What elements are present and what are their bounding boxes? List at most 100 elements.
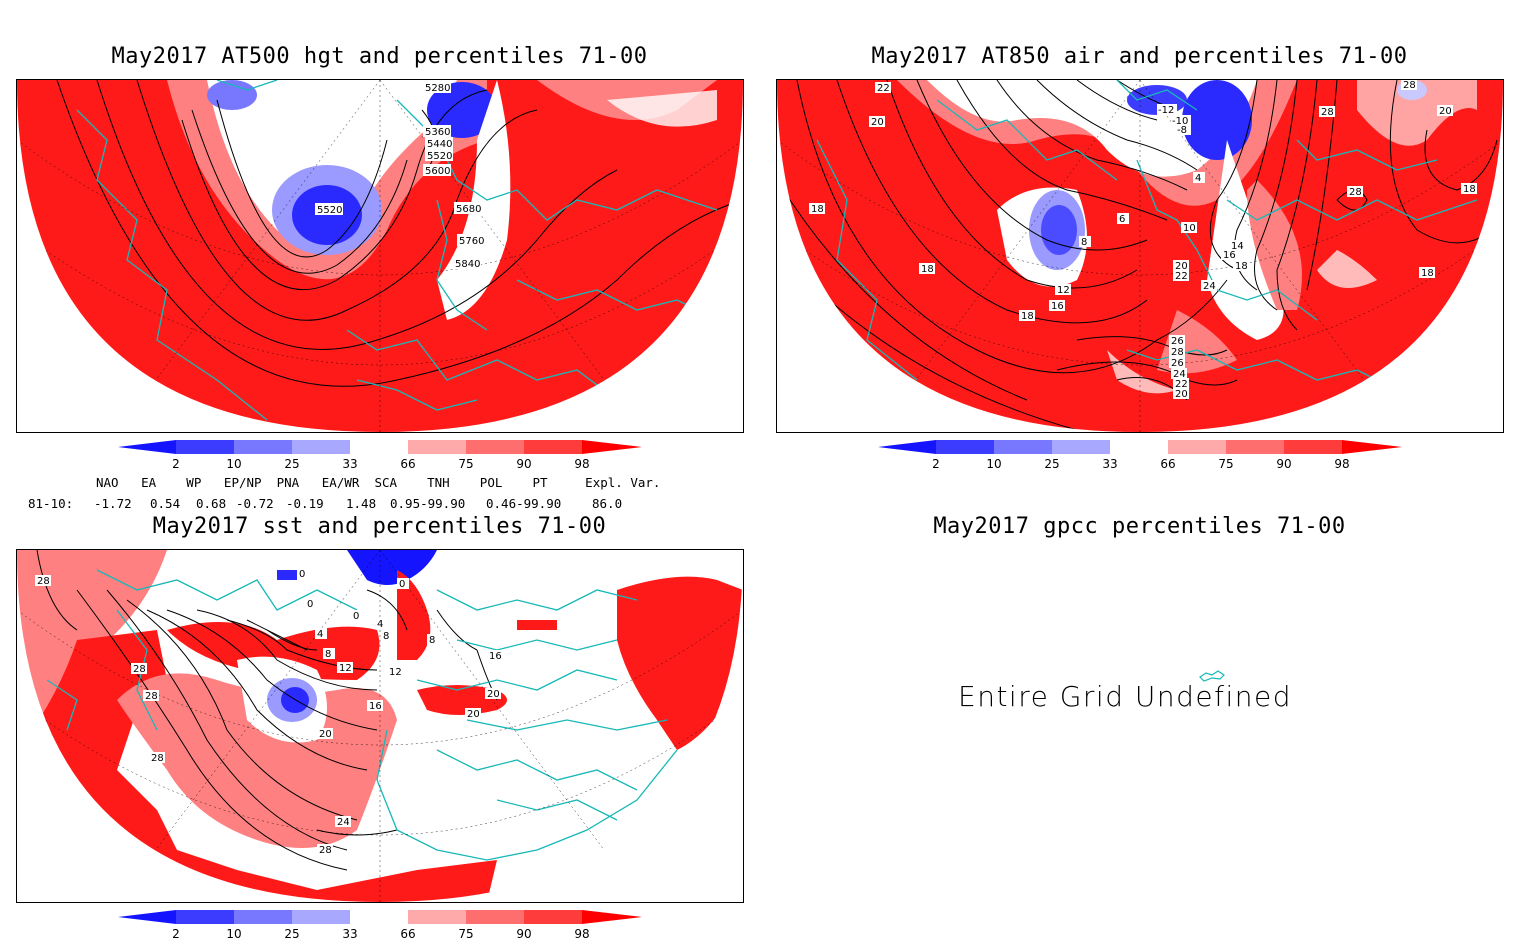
- undefined-grid-message: Entire Grid Undefined: [958, 680, 1293, 713]
- contour-label: 5680: [456, 204, 481, 215]
- panel4-title: May2017 gpcc percentiles 71-00: [933, 514, 1346, 539]
- colorbar-tick: 75: [458, 927, 473, 940]
- contour-label: 6: [1119, 214, 1125, 225]
- contour-label: 4: [317, 629, 323, 640]
- teleconnection-header: NAO EA WP EP/NP PNA EA/WR SCA TNH POL PT…: [96, 475, 661, 490]
- contour-label: 5760: [459, 236, 484, 247]
- expl-var-value: 86.0: [592, 496, 623, 511]
- colorbar-tick: 10: [226, 457, 241, 471]
- contour-label: 28: [1403, 80, 1416, 91]
- contour-label: 28: [319, 845, 332, 856]
- contour-label: 8: [1081, 237, 1087, 248]
- contour-label: 22: [1175, 271, 1188, 282]
- wp-value: 0.68: [196, 496, 227, 511]
- contour-label: 10: [1183, 223, 1196, 234]
- contour-label: 0: [299, 569, 305, 580]
- contour-label: 28: [151, 753, 164, 764]
- colorbar-tick: 33: [1102, 457, 1117, 471]
- colorbar-tick: 2: [172, 927, 180, 940]
- colorbar-panel2: 2 10 25 33 66 75 90 98: [878, 440, 1408, 478]
- contour-label: 28: [133, 664, 146, 675]
- colorbar-tick: 90: [516, 927, 531, 940]
- contour-label: -8: [1177, 125, 1187, 136]
- contour-label: 18: [1021, 311, 1034, 322]
- contour-label: -12: [1158, 105, 1174, 116]
- colorbar-tick: 66: [400, 457, 415, 471]
- contour-label: 18: [811, 204, 824, 215]
- contour-label: 28: [1171, 347, 1184, 358]
- ea-value: 0.54: [150, 496, 181, 511]
- pna-value: -0.19: [286, 496, 324, 511]
- air850-contour-labels: 22 20 18 18 16 18 12 8 6 10 14 16 18 20 …: [809, 80, 1477, 400]
- hgt500-contour-labels: 5280 5360 5440 5520 5600 5520 5680 5760 …: [315, 81, 485, 270]
- colorbar-tick: 98: [574, 927, 589, 940]
- contour-label: 16: [1051, 301, 1064, 312]
- contour-label: 20: [1439, 106, 1452, 117]
- contour-label: 22: [877, 83, 890, 94]
- contour-label: 20: [1175, 389, 1188, 400]
- contour-label: 0: [399, 579, 405, 590]
- colorbar-tick: 25: [1044, 457, 1059, 471]
- contour-label: 5520: [317, 205, 342, 216]
- colorbar-tick: 75: [1218, 457, 1233, 471]
- sst-contour-labels: 28 28 28 28 0 0 0 4 4 8 8 12 12 16 16 20…: [35, 568, 502, 856]
- contour-label: 0: [353, 611, 359, 622]
- colorbar-panel3: 2 10 25 33 66 75 90 98: [118, 910, 648, 944]
- contour-label: 8: [383, 631, 389, 642]
- eawr-value: 1.48: [346, 496, 377, 511]
- contour-label: 26: [1171, 358, 1184, 369]
- sst-map: 28 28 28 28 0 0 0 4 4 8 8 12 12 16 16 20…: [17, 550, 743, 902]
- nao-value: -1.72: [94, 496, 132, 511]
- contour-label: 5360: [425, 127, 450, 138]
- pol-pt-value: 0.46-99.90: [486, 496, 562, 511]
- contour-label: 0: [307, 599, 313, 610]
- colorbar-tick: 98: [574, 457, 589, 471]
- colorbar-tick: 10: [226, 927, 241, 940]
- map-panel-sst: 28 28 28 28 0 0 0 4 4 8 8 12 12 16 16 20…: [16, 549, 744, 903]
- colorbar-1-svg: 2 10 25 33 66 75 90 98: [118, 440, 642, 471]
- epnp-value: -0.72: [236, 496, 274, 511]
- contour-label: 22: [1175, 379, 1188, 390]
- contour-label: 20: [871, 117, 884, 128]
- colorbar-tick: 98: [1334, 457, 1349, 471]
- colorbar-2-svg: 2 10 25 33 66 75 90 98: [878, 440, 1402, 471]
- contour-label: 20: [487, 689, 500, 700]
- contour-label: 16: [1223, 250, 1236, 261]
- contour-label: 20: [467, 709, 480, 720]
- contour-label: 28: [145, 691, 158, 702]
- colorbar-tick: 66: [400, 927, 415, 940]
- colorbar-tick: 66: [1160, 457, 1175, 471]
- contour-label: 28: [37, 576, 50, 587]
- colorbar-tick: 90: [1276, 457, 1291, 471]
- contour-label: 12: [339, 663, 352, 674]
- contour-label: 26: [1171, 336, 1184, 347]
- contour-label: 8: [325, 649, 331, 660]
- contour-label: 28: [1349, 187, 1362, 198]
- hgt500-map: 5280 5360 5440 5520 5600 5520 5680 5760 …: [17, 80, 743, 432]
- colorbar-tick: 33: [342, 457, 357, 471]
- colorbar-tick: 33: [342, 927, 357, 940]
- contour-label: 24: [1203, 281, 1216, 292]
- contour-label: -10: [1172, 116, 1188, 127]
- colorbar-panel1: 2 10 25 33 66 75 90 98: [118, 440, 648, 478]
- contour-label: 5280: [425, 83, 450, 94]
- colorbar-tick: 75: [458, 457, 473, 471]
- contour-label: 18: [1421, 268, 1434, 279]
- colorbar-tick: 10: [986, 457, 1001, 471]
- contour-label: 16: [369, 701, 382, 712]
- map-panel-air850: 22 20 18 18 16 18 12 8 6 10 14 16 18 20 …: [776, 79, 1504, 433]
- contour-label: 5840: [455, 259, 480, 270]
- contour-label: 12: [1057, 285, 1070, 296]
- contour-label: 5520: [427, 151, 452, 162]
- contour-label: 5440: [427, 139, 452, 150]
- contour-label: 8: [429, 635, 435, 646]
- colorbar-tick: 2: [172, 457, 180, 471]
- panel1-title: May2017 AT500 hgt and percentiles 71-00: [111, 44, 648, 69]
- contour-label: 12: [389, 667, 402, 678]
- colorbar-tick: 25: [284, 927, 299, 940]
- colorbar-tick: 90: [516, 457, 531, 471]
- contour-label: 18: [921, 264, 934, 275]
- colorbar-3-svg: 2 10 25 33 66 75 90 98: [118, 910, 642, 941]
- contour-label: 18: [1235, 261, 1248, 272]
- contour-label: 28: [1321, 107, 1334, 118]
